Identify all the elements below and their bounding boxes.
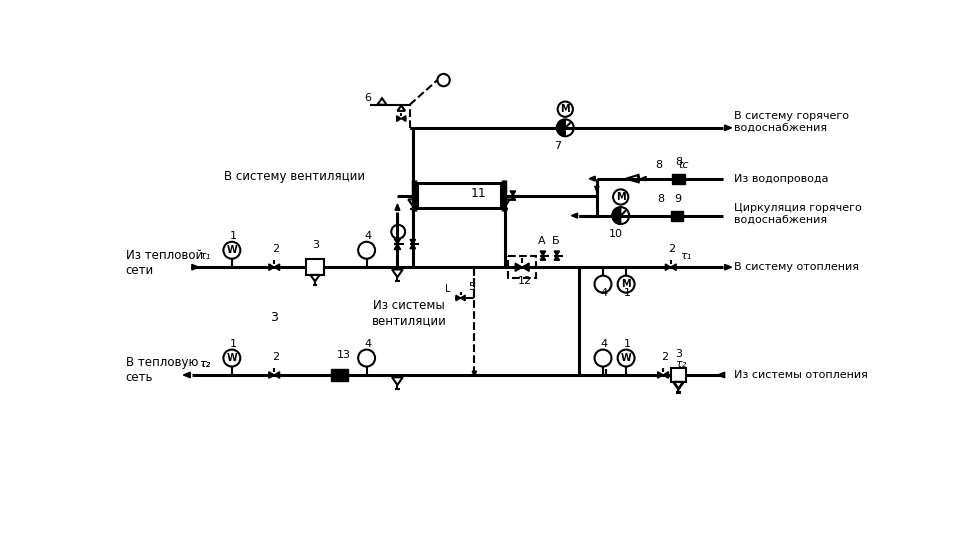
Polygon shape	[183, 372, 191, 378]
Polygon shape	[397, 116, 401, 121]
Text: М: М	[616, 192, 626, 202]
Polygon shape	[670, 264, 676, 271]
Polygon shape	[540, 255, 546, 260]
Text: Б: Б	[553, 236, 559, 246]
Text: W: W	[227, 353, 237, 363]
Polygon shape	[658, 372, 663, 378]
Polygon shape	[725, 265, 732, 270]
Polygon shape	[641, 176, 646, 181]
Bar	[670, 368, 686, 382]
Text: Из системы отопления: Из системы отопления	[734, 370, 868, 380]
Text: 11: 11	[471, 187, 486, 200]
Polygon shape	[395, 204, 400, 210]
Text: 8: 8	[656, 160, 663, 170]
Text: 3: 3	[270, 311, 278, 324]
Polygon shape	[725, 125, 732, 130]
Text: 3: 3	[312, 240, 319, 250]
Polygon shape	[456, 295, 460, 301]
Text: 7: 7	[554, 141, 560, 151]
Text: W: W	[621, 353, 631, 363]
Text: τ₁: τ₁	[680, 252, 691, 261]
Text: Циркуляция горячего
водоснабжения: Циркуляция горячего водоснабжения	[734, 203, 862, 225]
Text: 2: 2	[271, 351, 279, 362]
Text: τ₂: τ₂	[199, 360, 211, 369]
Text: 3: 3	[675, 349, 682, 360]
Text: 5: 5	[468, 282, 475, 292]
Text: τ₂: τ₂	[674, 360, 686, 369]
Text: 4: 4	[600, 288, 608, 298]
Text: L: L	[445, 284, 450, 294]
Text: В систему вентиляции: В систему вентиляции	[224, 170, 365, 183]
Polygon shape	[192, 265, 198, 270]
Text: 4: 4	[364, 338, 372, 349]
Text: 13: 13	[337, 350, 350, 360]
Text: 1: 1	[624, 338, 631, 349]
Text: τ₂: τ₂	[199, 360, 211, 369]
Bar	[508, 257, 536, 278]
Text: М: М	[622, 279, 631, 289]
Polygon shape	[269, 372, 274, 378]
Polygon shape	[554, 251, 559, 255]
Text: 12: 12	[518, 276, 531, 286]
Polygon shape	[571, 213, 578, 218]
Polygon shape	[510, 196, 516, 200]
Polygon shape	[410, 244, 415, 248]
Bar	[672, 174, 685, 184]
Polygon shape	[401, 116, 406, 121]
Polygon shape	[595, 186, 599, 192]
Text: 10: 10	[608, 229, 623, 239]
Text: Из системы
вентиляции: Из системы вентиляции	[372, 299, 447, 327]
Polygon shape	[666, 264, 670, 271]
Text: 2: 2	[668, 244, 675, 254]
Text: 6: 6	[364, 93, 372, 103]
Text: 1: 1	[230, 338, 236, 349]
Text: В тепловую
сеть: В тепловую сеть	[126, 356, 198, 384]
Text: 2: 2	[661, 351, 667, 362]
Text: Из тепловой
сети: Из тепловой сети	[126, 248, 202, 277]
Bar	[331, 369, 348, 381]
Text: τ₁: τ₁	[199, 252, 211, 261]
Polygon shape	[274, 264, 279, 271]
Text: А: А	[538, 236, 546, 246]
Polygon shape	[460, 295, 465, 301]
Text: tс: tс	[678, 160, 689, 170]
Text: 4: 4	[364, 231, 372, 241]
Text: В систему отопления: В систему отопления	[734, 262, 859, 272]
Text: 1: 1	[624, 288, 631, 298]
Polygon shape	[718, 372, 725, 378]
Text: 1: 1	[230, 231, 236, 241]
Polygon shape	[663, 372, 668, 378]
Bar	[670, 211, 683, 220]
Polygon shape	[510, 191, 516, 196]
Polygon shape	[540, 251, 546, 255]
Polygon shape	[472, 371, 477, 377]
Text: 9: 9	[674, 194, 681, 204]
Text: 8: 8	[658, 194, 665, 204]
Polygon shape	[410, 239, 415, 244]
Text: 4: 4	[600, 338, 608, 349]
Polygon shape	[274, 372, 279, 378]
Polygon shape	[523, 263, 529, 271]
Bar	[306, 259, 324, 275]
Text: В систему горячего
водоснабжения: В систему горячего водоснабжения	[734, 111, 848, 133]
Polygon shape	[269, 264, 274, 271]
Text: 8: 8	[675, 157, 682, 167]
Text: 2: 2	[271, 244, 279, 254]
Polygon shape	[394, 239, 401, 244]
Text: W: W	[227, 245, 237, 255]
Polygon shape	[589, 176, 595, 181]
Polygon shape	[557, 119, 565, 136]
Polygon shape	[516, 263, 523, 271]
Text: М: М	[560, 104, 570, 114]
Polygon shape	[394, 244, 401, 250]
Bar	[416, 183, 501, 208]
Polygon shape	[612, 207, 621, 224]
Polygon shape	[554, 255, 559, 260]
Text: Из водопровода: Из водопровода	[734, 174, 828, 184]
